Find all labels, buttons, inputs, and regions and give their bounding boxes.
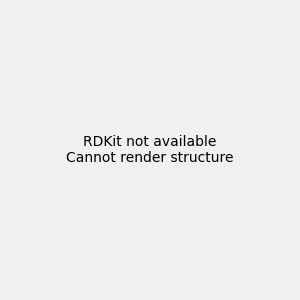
Text: RDKit not available
Cannot render structure: RDKit not available Cannot render struct…	[66, 135, 234, 165]
